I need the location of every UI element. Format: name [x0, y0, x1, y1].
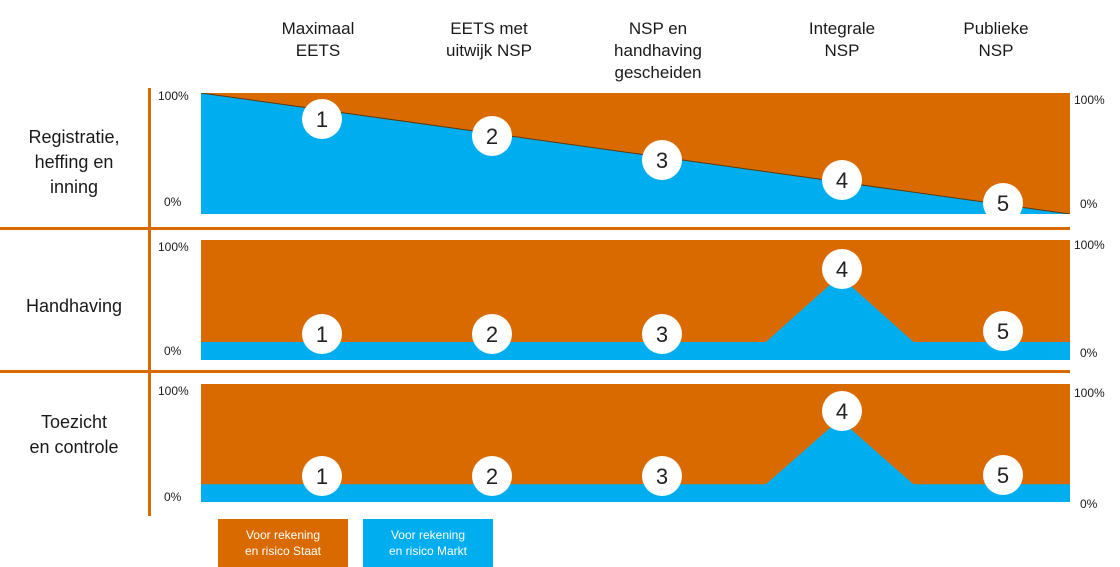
- marker-label: 2: [486, 322, 498, 347]
- marker-2: 2: [472, 314, 512, 354]
- marker-1: 1: [302, 456, 342, 496]
- column-header-nsp-handhaving: NSP en handhaving gescheiden: [583, 18, 733, 84]
- vertical-divider: [148, 88, 151, 516]
- marker-label: 4: [836, 399, 848, 424]
- marker-label: 5: [997, 319, 1009, 344]
- marker-label: 2: [486, 124, 498, 149]
- tick-100-left-2: 100%: [158, 240, 189, 254]
- column-header-publieke-nsp: Publieke NSP: [921, 18, 1071, 62]
- marker-label: 2: [486, 464, 498, 489]
- marker-label: 4: [836, 257, 848, 282]
- marker-2: 2: [472, 116, 512, 156]
- marker-1: 1: [302, 99, 342, 139]
- chart-handhaving: 1 2 3 4 5: [201, 240, 1070, 360]
- chart-toezicht: 1 2 3 4 5: [201, 384, 1070, 502]
- tick-100-right-2: 100%: [1074, 238, 1105, 252]
- row-header-handhaving: Handhaving: [0, 294, 148, 319]
- marker-4: 4: [822, 160, 862, 200]
- marker-3: 3: [642, 456, 682, 496]
- marker-3: 3: [642, 314, 682, 354]
- tick-0-right-2: 0%: [1080, 346, 1097, 360]
- tick-0-left-2: 0%: [164, 344, 181, 358]
- tick-100-left-1: 100%: [158, 89, 189, 103]
- marker-label: 1: [316, 322, 328, 347]
- marker-label: 1: [316, 107, 328, 132]
- marker-4: 4: [822, 391, 862, 431]
- marker-label: 3: [656, 322, 668, 347]
- marker-label: 3: [656, 464, 668, 489]
- row-divider-2: [0, 370, 1070, 373]
- tick-0-left-1: 0%: [164, 195, 181, 209]
- marker-label: 3: [656, 148, 668, 173]
- tick-100-right-1: 100%: [1074, 93, 1105, 107]
- row-header-registratie: Registratie, heffing en inning: [0, 125, 148, 200]
- legend-markt: Voor rekening en risico Markt: [363, 519, 493, 567]
- row-divider-1: [0, 227, 1070, 230]
- marker-label: 5: [997, 463, 1009, 488]
- marker-5: 5: [983, 311, 1023, 351]
- legend-staat: Voor rekening en risico Staat: [218, 519, 348, 567]
- chart-registratie: 1 2 3 4 5: [201, 93, 1070, 214]
- row-header-toezicht: Toezicht en controle: [0, 410, 148, 460]
- tick-0-right-1: 0%: [1080, 197, 1097, 211]
- marker-5: 5: [983, 455, 1023, 495]
- marker-2: 2: [472, 456, 512, 496]
- marker-1: 1: [302, 314, 342, 354]
- marker-3: 3: [642, 140, 682, 180]
- tick-100-right-3: 100%: [1074, 386, 1105, 400]
- tick-100-left-3: 100%: [158, 384, 189, 398]
- column-header-eets-met-uitwijk: EETS met uitwijk NSP: [414, 18, 564, 62]
- marker-label: 1: [316, 464, 328, 489]
- column-header-maximaal-eets: Maximaal EETS: [243, 18, 393, 62]
- column-header-integrale-nsp: Integrale NSP: [767, 18, 917, 62]
- marker-4: 4: [822, 249, 862, 289]
- marker-label: 5: [997, 191, 1009, 214]
- tick-0-left-3: 0%: [164, 490, 181, 504]
- tick-0-right-3: 0%: [1080, 497, 1097, 511]
- marker-label: 4: [836, 168, 848, 193]
